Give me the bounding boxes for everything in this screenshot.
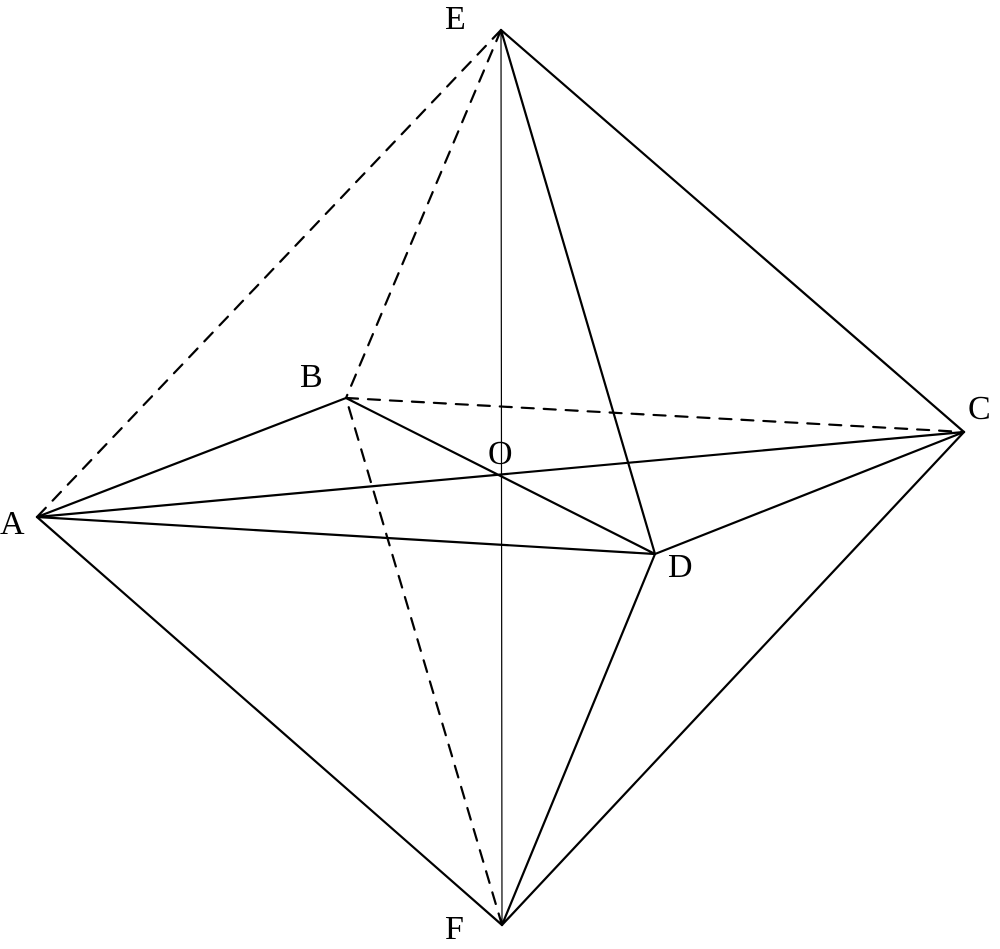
edge-c-d <box>655 432 964 554</box>
label-o: O <box>488 435 513 473</box>
octahedron-diagram <box>0 0 1000 949</box>
edge-e-b <box>346 30 501 398</box>
edge-e-f <box>501 30 502 925</box>
edge-f-d <box>502 554 655 925</box>
edge-d-a <box>37 517 655 554</box>
label-b: B <box>300 358 323 396</box>
edge-b-c <box>346 398 964 432</box>
edge-f-c <box>502 432 964 925</box>
label-e: E <box>445 0 466 38</box>
label-f: F <box>445 910 464 948</box>
edge-b-d <box>346 398 655 554</box>
edge-e-d <box>501 30 655 554</box>
edge-e-c <box>501 30 964 432</box>
edge-f-a <box>37 517 502 925</box>
edge-a-b <box>37 398 346 517</box>
label-a: A <box>0 505 25 543</box>
edge-e-a <box>37 30 501 517</box>
label-d: D <box>668 548 693 586</box>
label-c: C <box>968 390 991 428</box>
